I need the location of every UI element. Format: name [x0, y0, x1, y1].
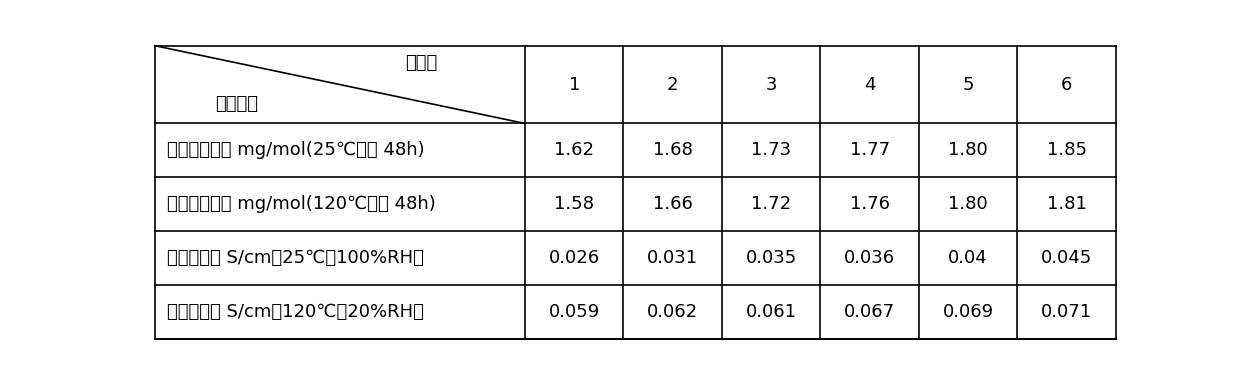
Text: 0.062: 0.062 [647, 303, 698, 321]
Text: 1.80: 1.80 [949, 195, 988, 213]
Text: 1.77: 1.77 [849, 141, 890, 159]
Text: 1.80: 1.80 [949, 141, 988, 159]
Text: 4: 4 [864, 75, 875, 94]
Text: 0.035: 0.035 [745, 249, 797, 267]
Text: 0.04: 0.04 [949, 249, 988, 267]
Text: 1.76: 1.76 [849, 195, 890, 213]
Text: 0.059: 0.059 [548, 303, 600, 321]
Text: 1.81: 1.81 [1047, 195, 1086, 213]
Text: 实施例: 实施例 [405, 54, 438, 72]
Text: 1: 1 [569, 75, 580, 94]
Text: 1.62: 1.62 [554, 141, 594, 159]
Text: 6: 6 [1061, 75, 1073, 94]
Text: 0.061: 0.061 [745, 303, 797, 321]
Text: 2: 2 [667, 75, 678, 94]
Text: 0.036: 0.036 [844, 249, 895, 267]
Text: 0.031: 0.031 [647, 249, 698, 267]
Text: 1.72: 1.72 [751, 195, 791, 213]
Text: 1.66: 1.66 [652, 195, 693, 213]
Text: 3: 3 [765, 75, 777, 94]
Text: 离子交换容量 mg/mol(120℃浸泡 48h): 离子交换容量 mg/mol(120℃浸泡 48h) [166, 195, 435, 213]
Text: 1.73: 1.73 [751, 141, 791, 159]
Text: 1.58: 1.58 [554, 195, 594, 213]
Text: 5: 5 [962, 75, 973, 94]
Text: 质子电导率 S/cm（120℃，20%RH）: 质子电导率 S/cm（120℃，20%RH） [166, 303, 423, 321]
Text: 0.071: 0.071 [1042, 303, 1092, 321]
Text: 物理性能: 物理性能 [215, 95, 258, 113]
Text: 1.85: 1.85 [1047, 141, 1086, 159]
Text: 0.069: 0.069 [942, 303, 993, 321]
Text: 1.68: 1.68 [652, 141, 693, 159]
Text: 质子电导率 S/cm（25℃，100%RH）: 质子电导率 S/cm（25℃，100%RH） [166, 249, 423, 267]
Text: 0.067: 0.067 [844, 303, 895, 321]
Text: 0.045: 0.045 [1042, 249, 1092, 267]
Text: 离子交换容量 mg/mol(25℃浸泡 48h): 离子交换容量 mg/mol(25℃浸泡 48h) [166, 141, 424, 159]
Text: 0.026: 0.026 [548, 249, 600, 267]
